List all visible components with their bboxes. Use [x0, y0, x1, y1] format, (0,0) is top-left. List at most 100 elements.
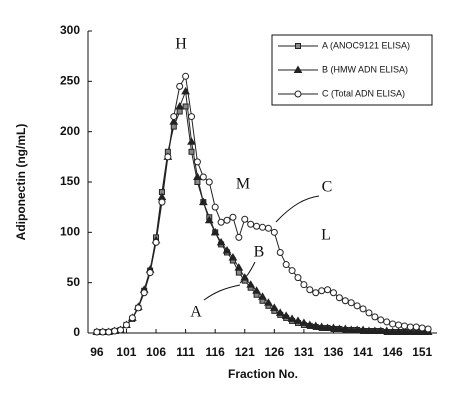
marker — [389, 320, 397, 328]
marker — [205, 178, 213, 186]
marker — [406, 327, 415, 335]
marker — [117, 326, 125, 334]
y-tick-label: 250 — [60, 74, 80, 88]
marker — [294, 90, 302, 98]
marker — [228, 253, 238, 261]
marker — [170, 123, 177, 130]
marker — [259, 223, 266, 231]
marker — [335, 324, 344, 332]
marker — [312, 289, 320, 297]
marker — [247, 220, 255, 228]
marker — [199, 173, 207, 181]
leader — [275, 195, 320, 223]
x-tick-label: 116 — [205, 345, 225, 359]
marker — [352, 325, 362, 333]
marker — [340, 324, 350, 332]
marker — [412, 323, 420, 331]
marker — [193, 172, 202, 180]
marker — [252, 286, 261, 294]
x-tick-label: 151 — [412, 345, 432, 359]
annotation: A — [190, 304, 202, 321]
marker — [358, 325, 368, 333]
marker — [305, 320, 315, 328]
marker — [222, 245, 232, 254]
y-tick-label: 50 — [67, 275, 81, 289]
x-tick-label: 131 — [294, 345, 314, 359]
marker — [253, 222, 261, 230]
marker — [169, 117, 179, 125]
marker — [270, 228, 278, 236]
marker — [341, 297, 349, 305]
marker — [353, 302, 361, 310]
marker — [182, 72, 190, 80]
marker — [241, 215, 249, 223]
marker — [204, 215, 214, 224]
marker — [146, 269, 154, 277]
marker — [295, 43, 301, 49]
marker — [394, 327, 403, 335]
marker — [246, 280, 256, 288]
annotation: L — [321, 227, 331, 244]
y-tick-label: 150 — [60, 174, 80, 188]
marker — [258, 292, 267, 300]
x-tick-label: 111 — [176, 345, 195, 359]
marker — [188, 148, 195, 155]
marker — [388, 327, 398, 335]
marker — [335, 294, 343, 302]
marker — [382, 326, 392, 334]
y-label: Adiponectin (ng/mL) — [14, 124, 28, 241]
marker — [111, 327, 119, 335]
y-tick-label: 300 — [60, 23, 80, 37]
marker — [170, 113, 178, 121]
x-tick-label: 101 — [116, 345, 136, 359]
marker — [93, 328, 101, 336]
x-label: Fraction No. — [228, 367, 298, 381]
marker — [299, 318, 309, 326]
x-tick-label: 141 — [353, 345, 373, 359]
marker — [235, 269, 242, 276]
marker — [175, 102, 185, 110]
marker — [223, 216, 231, 224]
marker — [176, 82, 184, 90]
marker — [182, 103, 189, 110]
leader — [203, 284, 241, 301]
marker — [318, 287, 326, 295]
legend-label: A (ANOC9121 ELISA) — [322, 40, 410, 50]
annotation: B — [254, 244, 265, 261]
marker — [140, 289, 148, 297]
marker — [275, 308, 285, 316]
marker — [276, 248, 284, 256]
annotation: H — [175, 36, 187, 53]
legend-label: B (HMW ADN ELISA) — [322, 64, 408, 74]
marker — [240, 273, 250, 281]
marker — [293, 65, 303, 73]
marker — [105, 328, 113, 336]
marker — [300, 281, 308, 289]
marker — [128, 314, 136, 322]
marker — [134, 304, 142, 312]
marker — [99, 328, 107, 336]
x-tick-label: 96 — [90, 345, 104, 359]
marker — [324, 286, 332, 294]
marker — [210, 227, 220, 236]
annotation: C — [322, 179, 333, 196]
marker — [346, 325, 356, 333]
marker — [235, 233, 243, 241]
marker — [364, 326, 374, 334]
marker — [329, 289, 337, 297]
marker — [329, 323, 338, 331]
marker — [234, 263, 244, 271]
marker — [424, 325, 432, 333]
x-tick-label: 146 — [383, 345, 403, 359]
marker — [377, 316, 385, 324]
y-tick-label: 0 — [73, 325, 80, 339]
marker — [217, 218, 225, 226]
marker — [400, 322, 408, 330]
marker — [365, 309, 373, 317]
marker — [264, 224, 272, 232]
marker — [359, 305, 367, 313]
marker — [294, 274, 302, 282]
marker — [323, 323, 332, 331]
marker — [158, 198, 166, 206]
